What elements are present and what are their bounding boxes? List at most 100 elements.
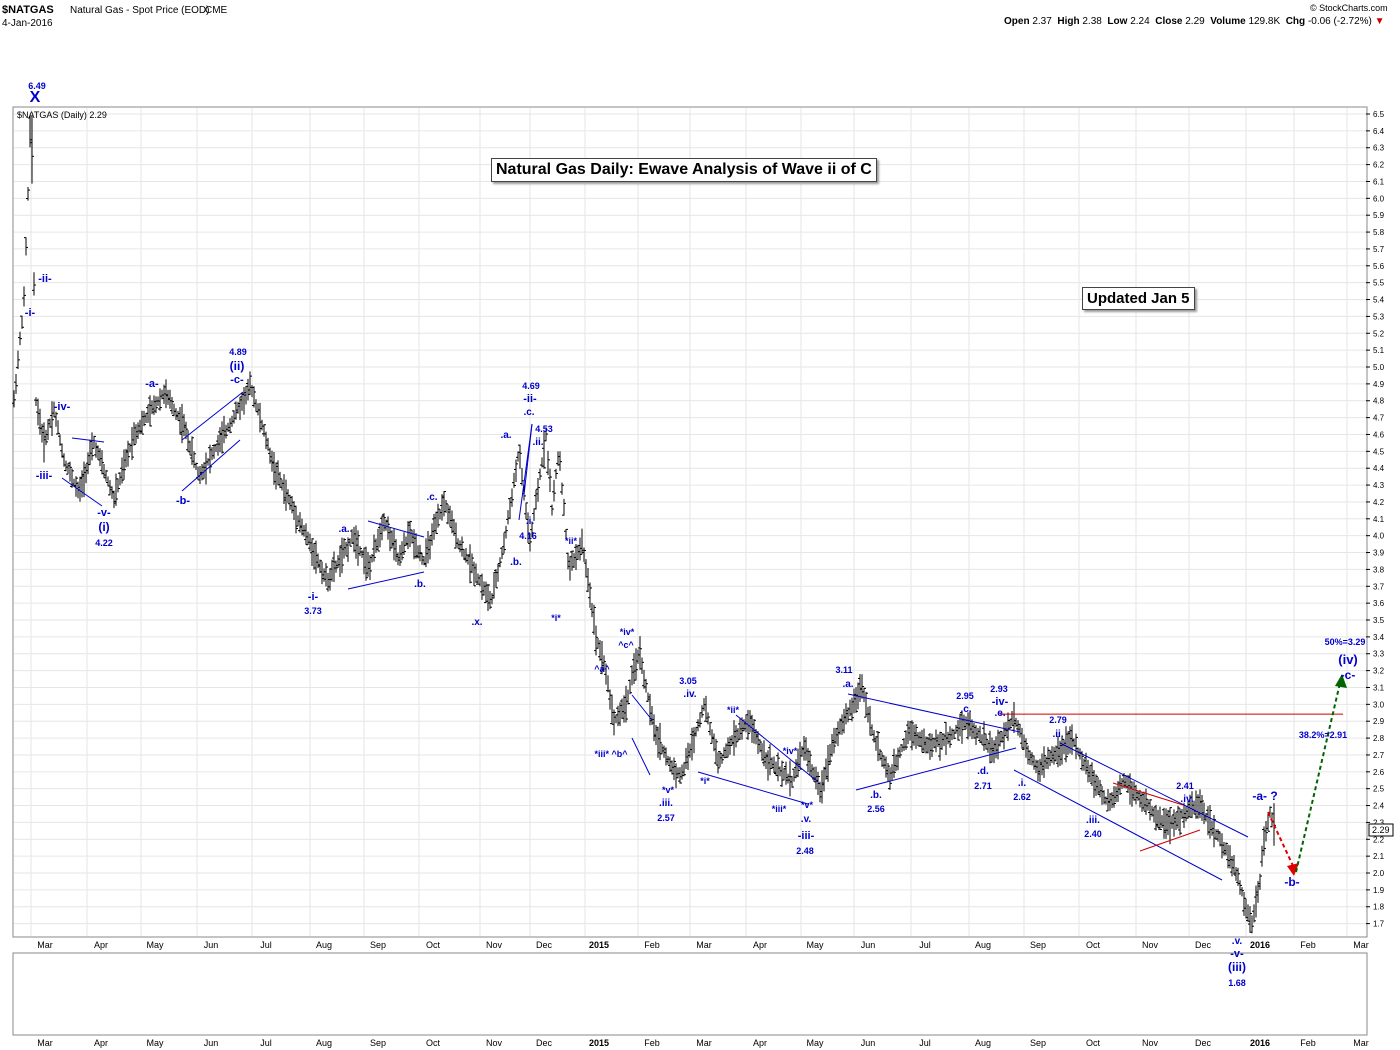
x-tick-label-lower: Jul — [919, 1038, 931, 1048]
y-tick-label: 2.0 — [1373, 869, 1385, 878]
y-tick-label: 2.6 — [1373, 768, 1385, 777]
wave-label: .b. — [414, 579, 426, 590]
x-tick-label-lower: Apr — [94, 1038, 108, 1048]
x-tick-label: Aug — [975, 940, 991, 950]
y-tick-label: 2.5 — [1373, 785, 1385, 794]
trend-line — [523, 423, 533, 496]
y-tick-label: 6.4 — [1373, 127, 1385, 136]
y-tick-label: 2.4 — [1373, 802, 1385, 811]
x-tick-label: Jun — [861, 940, 876, 950]
wave-label: .ii. — [532, 437, 543, 448]
y-tick-label: 3.6 — [1373, 599, 1385, 608]
wave-label: 3.05 — [679, 676, 697, 686]
x-tick-label-lower: Jul — [260, 1038, 272, 1048]
wave-label: -a- ? — [1252, 789, 1277, 803]
x-tick-label-lower: Oct — [1086, 1038, 1101, 1048]
x-tick-label-lower: Feb — [644, 1038, 660, 1048]
last-price-tag: 2.29 — [1368, 823, 1394, 837]
y-tick-label: 4.3 — [1373, 481, 1385, 490]
x-tick-label: Mar — [696, 940, 712, 950]
wave-label: 2.57 — [657, 813, 675, 823]
wave-label: .ii. — [1052, 729, 1063, 740]
x-tick-label-lower: Dec — [1195, 1038, 1212, 1048]
x-tick-label-lower: Mar — [37, 1038, 53, 1048]
wave-label: .i. — [1018, 778, 1027, 789]
x-tick-label: Dec — [536, 940, 553, 950]
x-tick-label: Oct — [1086, 940, 1101, 950]
resistance-line — [1112, 782, 1184, 806]
x-tick-label: Nov — [1142, 940, 1159, 950]
wave-label: -c- — [1341, 668, 1356, 682]
wave-label: (ii) — [230, 359, 245, 373]
x-tick-label: Nov — [486, 940, 503, 950]
x-tick-label-lower: May — [146, 1038, 164, 1048]
wave-label: *i* — [551, 613, 561, 623]
y-tick-label: 5.8 — [1373, 228, 1385, 237]
wave-label: 50%=3.29 — [1325, 637, 1366, 647]
volume-value: 129.8K — [1248, 16, 1281, 27]
trend-line — [181, 391, 244, 441]
wave-label: *ii* — [727, 705, 740, 715]
support-line — [1139, 829, 1201, 852]
y-tick-label: 4.4 — [1373, 464, 1385, 473]
x-tick-label: Oct — [426, 940, 441, 950]
trend-line — [631, 737, 651, 776]
y-tick-label: 3.2 — [1373, 667, 1385, 676]
x-tick-label: Jul — [260, 940, 272, 950]
wave-label: -i- — [25, 307, 36, 319]
x-tick-label: Dec — [1195, 940, 1212, 950]
wave-label: *v* — [801, 800, 814, 810]
x-tick-label-lower: Sep — [370, 1038, 386, 1048]
y-tick-label: 2.8 — [1373, 734, 1385, 743]
wave-label: .d. — [977, 766, 989, 777]
y-tick-label: 2.3 — [1373, 818, 1385, 827]
wave-label: 4.89 — [229, 347, 247, 357]
arrow-head-icon — [1335, 674, 1347, 688]
trend-line — [71, 437, 105, 443]
y-tick-label: 4.8 — [1373, 397, 1385, 406]
wave-label: *iv* — [783, 746, 798, 756]
x-tick-label-lower: Sep — [1030, 1038, 1046, 1048]
x-tick-label-lower: Jun — [204, 1038, 219, 1048]
wave-label: .iv. — [1180, 794, 1193, 805]
wave-label: 4.69 — [522, 381, 540, 391]
volume-label: Volume — [1210, 16, 1246, 27]
x-tick-label: Sep — [370, 940, 386, 950]
open-label: Open — [1004, 16, 1030, 27]
wave-label: (iii) — [1228, 960, 1246, 974]
wave-label: .i. — [526, 516, 535, 527]
x-tick-label: Apr — [94, 940, 108, 950]
x-tick-label-lower: Dec — [536, 1038, 553, 1048]
y-tick-label: 3.3 — [1373, 650, 1385, 659]
wave-label: 2.48 — [796, 846, 814, 856]
x-tick-label-lower: Aug — [975, 1038, 991, 1048]
x-tick-label-lower: Nov — [1142, 1038, 1159, 1048]
x-tick-label-lower: Aug — [316, 1038, 332, 1048]
y-tick-label: 2.1 — [1373, 852, 1385, 861]
y-tick-label: 5.0 — [1373, 363, 1385, 372]
wave-label: .c. — [960, 704, 971, 715]
wave-label: -b- — [176, 495, 190, 507]
wave-label: 4.53 — [535, 424, 553, 434]
wave-label: 2.40 — [1084, 829, 1102, 839]
wave-label: 2.71 — [974, 781, 992, 791]
wave-label: .iv. — [683, 689, 696, 700]
y-tick-label: 3.5 — [1373, 616, 1385, 625]
x-tick-label-lower: 2015 — [589, 1038, 609, 1048]
high-value: 2.38 — [1082, 16, 1102, 27]
trend-line — [61, 477, 103, 507]
forecast-down-arrow — [1267, 811, 1295, 869]
y-tick-label: 5.1 — [1373, 346, 1385, 355]
wave-label: 3.11 — [835, 665, 852, 675]
wave-label: -a- — [145, 378, 159, 390]
trend-line — [847, 693, 1021, 733]
y-tick-label: 4.6 — [1373, 430, 1385, 439]
trend-line — [181, 439, 241, 492]
arrow-head-icon — [1287, 863, 1299, 876]
wave-label: .v. — [801, 814, 812, 825]
x-tick-label: May — [146, 940, 164, 950]
wave-label: 2.41 — [1176, 781, 1194, 791]
y-tick-label: 3.1 — [1373, 683, 1385, 692]
wave-label: .x. — [471, 617, 482, 628]
